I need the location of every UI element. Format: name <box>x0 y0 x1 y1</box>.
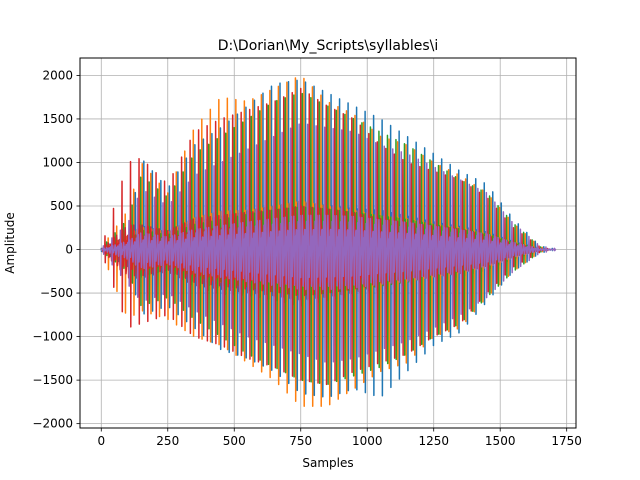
x-tick-label: 500 <box>223 434 246 448</box>
y-tick-label: 1000 <box>42 155 73 169</box>
chart-title: D:\Dorian\My_Scripts\syllables\i <box>218 38 439 54</box>
y-tick-label: 500 <box>50 199 73 213</box>
y-tick-label: −1500 <box>32 373 73 387</box>
x-tick-label: 1250 <box>418 434 449 448</box>
series-line-4 <box>100 123 557 363</box>
y-tick-label: 2000 <box>42 68 73 82</box>
plot-frame <box>79 57 577 429</box>
series-group <box>100 77 557 407</box>
y-tick-label: 1500 <box>42 112 73 126</box>
x-tick-label: 1500 <box>485 434 516 448</box>
x-tick-label: 750 <box>289 434 312 448</box>
x-axis-ticks: 0 250 500 750 1000 1250 1500 1750 <box>97 428 582 448</box>
y-tick-label: −1000 <box>32 330 73 344</box>
x-tick-label: 0 <box>97 434 105 448</box>
x-tick-label: 1000 <box>352 434 383 448</box>
x-tick-label: 250 <box>156 434 179 448</box>
y-axis-ticks: −2000 −1500 −1000 −500 0 500 1000 1500 2000 <box>32 68 80 431</box>
y-tick-label: −2000 <box>32 417 73 431</box>
y-tick-label: −500 <box>40 286 73 300</box>
x-tick-label: 1750 <box>551 434 582 448</box>
y-tick-label: 0 <box>65 243 73 257</box>
y-axis-label: Amplitude <box>3 212 17 274</box>
x-axis-label: Samples <box>302 456 353 470</box>
